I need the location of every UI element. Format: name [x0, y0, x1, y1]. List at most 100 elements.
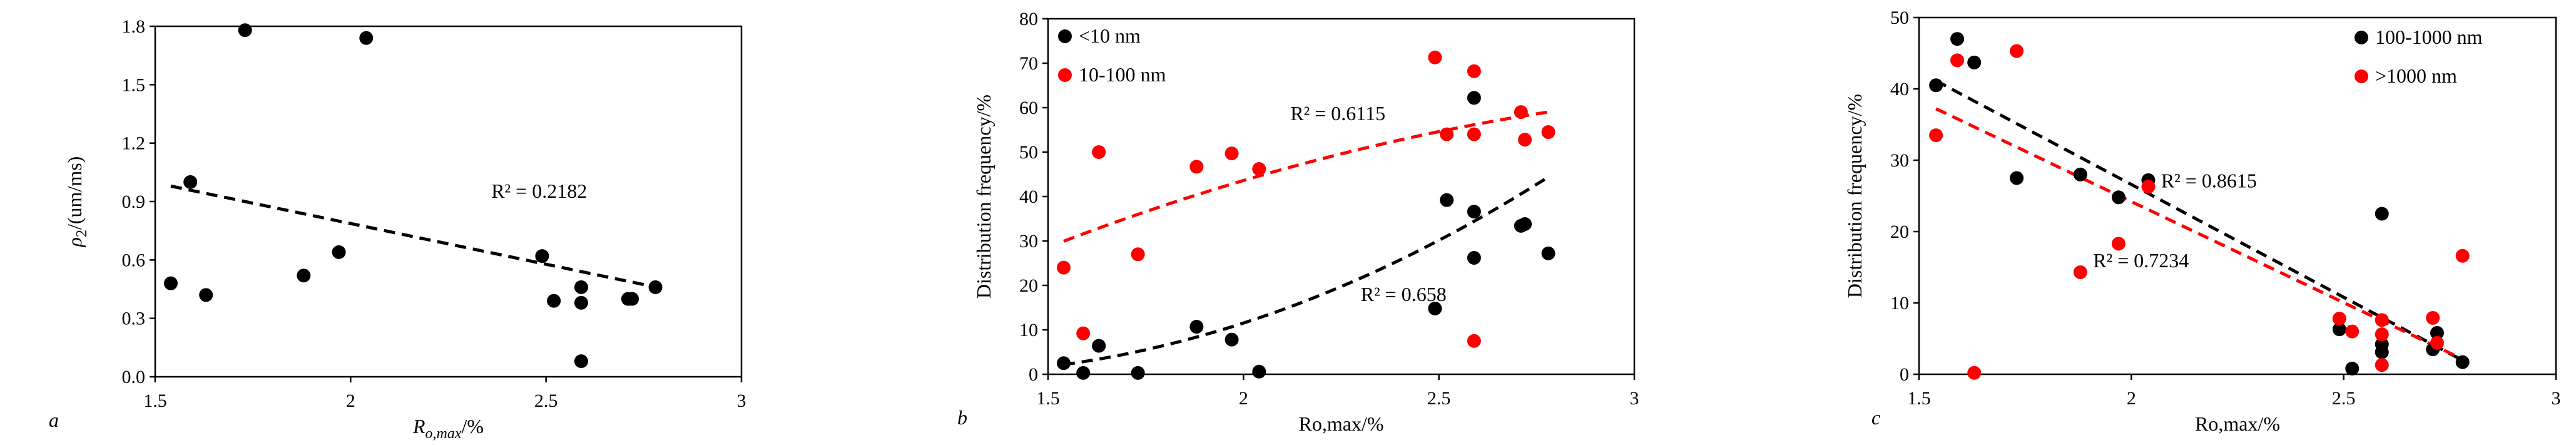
- data-point: [1467, 205, 1481, 219]
- data-point: [183, 175, 198, 189]
- x-axis-title-tail: /%: [461, 415, 484, 437]
- data-point: [2332, 322, 2346, 337]
- x-axis-title: Ro,max/%: [1299, 412, 1384, 435]
- y-tick-label: 50: [1890, 8, 1909, 28]
- y-tick-label: 60: [1019, 98, 1038, 118]
- trendline: [1935, 107, 2463, 361]
- x-tick-label: 3: [2552, 388, 2561, 409]
- x-tick-label: 2: [2127, 388, 2136, 409]
- legend-marker: [2355, 69, 2368, 83]
- data-point: [2141, 180, 2156, 194]
- data-point: [1428, 301, 1442, 315]
- data-point: [2010, 171, 2024, 185]
- panel-letter: a: [49, 409, 59, 431]
- data-point: [238, 23, 252, 38]
- data-point: [547, 294, 561, 308]
- y-tick-label: 20: [1019, 275, 1038, 296]
- x-tick-label: 2: [1239, 388, 1248, 409]
- legend-label: <10 nm: [1079, 24, 1141, 47]
- y-tick-label: 10: [1019, 320, 1038, 340]
- data-point: [2010, 44, 2024, 58]
- data-point: [535, 249, 549, 263]
- x-tick-label: 1.5: [1036, 388, 1060, 409]
- r-squared-label: R² = 0.658: [1361, 283, 1447, 305]
- data-point: [2455, 248, 2470, 263]
- data-point: [2111, 190, 2125, 205]
- data-point: [199, 288, 213, 302]
- data-point: [2332, 312, 2346, 326]
- x-axis-title: Ro,max/%: [412, 415, 484, 442]
- data-point: [1950, 53, 1965, 68]
- data-point: [1967, 366, 1982, 380]
- chart-panel-b: 0 10 20 30 40 50 60 70 80 1.5 2 2.5 3 Ro,max/% Distrib…: [858, 0, 1717, 442]
- data-point: [574, 280, 588, 294]
- data-point: [2375, 313, 2389, 327]
- data-point: [1224, 332, 1239, 347]
- data-point: [2455, 355, 2470, 369]
- plot-frame: [1918, 16, 2557, 376]
- x-tick-label: 3: [1630, 388, 1639, 409]
- data-point: [2375, 327, 2389, 342]
- y-tick-label: 0.9: [122, 192, 146, 212]
- y-axis-title-tail: /(um/ms): [63, 156, 86, 230]
- data-point: [2073, 265, 2087, 279]
- data-point: [1518, 217, 1532, 232]
- data-point: [574, 295, 588, 310]
- data-point: [332, 245, 346, 259]
- data-point: [359, 31, 374, 45]
- data-point: [1541, 246, 1555, 260]
- data-point: [1131, 247, 1145, 262]
- y-tick-label: 10: [1890, 293, 1909, 314]
- data-point: [1056, 260, 1071, 275]
- data-point: [1950, 32, 1965, 46]
- chart-c: 0 10 20 30 40 50 1.5 2 2.5 3 Ro,max/% Distribution …: [1843, 8, 2561, 435]
- y-axis-title: Distribution frequency/%: [972, 95, 995, 299]
- data-point: [1131, 366, 1145, 380]
- data-point: [574, 354, 588, 369]
- data-point: [648, 280, 663, 294]
- data-point: [1967, 55, 1982, 69]
- data-point: [1929, 128, 1943, 143]
- y-tick-label: 30: [1890, 150, 1909, 171]
- chart-b: 0 10 20 30 40 50 60 70 80 1.5 2 2.5 3 Ro,max/% Distrib…: [957, 9, 1639, 435]
- y-tick-label: 0.6: [122, 250, 146, 270]
- trendline: [170, 184, 656, 289]
- legend-marker: [1058, 68, 1072, 82]
- data-point: [2375, 358, 2389, 372]
- y-tick-label: 0.0: [122, 367, 146, 387]
- x-tick-label: 3: [737, 391, 746, 411]
- data-point: [1467, 334, 1481, 348]
- legend-label: >1000 nm: [2375, 64, 2457, 87]
- data-point: [2426, 310, 2440, 325]
- legend-marker: [2355, 31, 2368, 44]
- trendline: [1063, 175, 1549, 367]
- data-point: [1541, 125, 1555, 140]
- y-tick-label: 50: [1019, 142, 1038, 163]
- data-point: [1428, 50, 1442, 64]
- data-point: [163, 276, 178, 290]
- data-point: [1467, 127, 1481, 141]
- y-tick-label: 1.5: [122, 74, 146, 95]
- y-tick-label: 40: [1890, 79, 1909, 100]
- panel-letter: c: [1871, 406, 1880, 429]
- data-point: [1440, 193, 1454, 207]
- legend-label: 10-100 nm: [1079, 63, 1166, 86]
- data-point: [1252, 161, 1266, 176]
- r-squared-label: R² = 0.7234: [2093, 249, 2189, 272]
- data-point: [1092, 145, 1106, 159]
- data-point: [1076, 366, 1091, 380]
- data-point: [2430, 325, 2444, 340]
- x-axis-title: Ro,max/%: [2195, 412, 2280, 435]
- data-point: [1440, 127, 1454, 141]
- y-tick-label: 1.2: [122, 133, 146, 154]
- data-point: [1189, 320, 1204, 334]
- y-axis-title: ρ2/(um/ms): [63, 156, 90, 248]
- r-squared-label: R² = 0.6115: [1290, 102, 1385, 125]
- data-point: [2375, 345, 2389, 359]
- data-point: [1518, 133, 1532, 147]
- chart-panel-c: 0 10 20 30 40 50 1.5 2 2.5 3 Ro,max/% Distribution …: [1717, 0, 2576, 442]
- chart-a: 0.00.30.60.91.21.51.81.5 2 2.5 3Ro,max/%ρ2/…: [49, 16, 746, 442]
- data-point: [1189, 160, 1204, 174]
- y-tick-label: 0: [1900, 364, 1909, 385]
- y-tick-label: 1.8: [122, 16, 146, 37]
